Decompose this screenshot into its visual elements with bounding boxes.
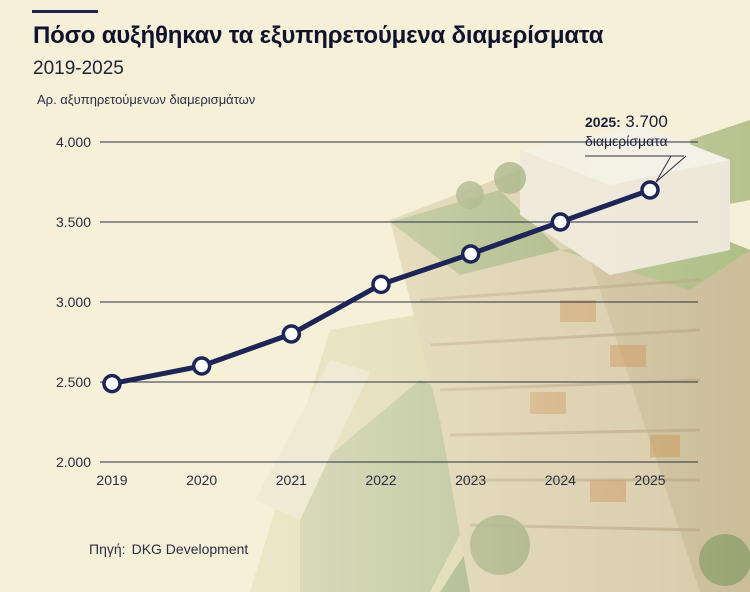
- annotation-unit: διαμερίσματα: [585, 133, 668, 149]
- annotation-year: 2025:: [585, 114, 621, 130]
- source-note: Πηγή: DKG Development: [89, 541, 254, 557]
- x-tick-label: 2020: [186, 472, 217, 488]
- y-tick-label: 2.000: [56, 454, 91, 470]
- x-tick-label: 2024: [545, 472, 576, 488]
- x-tick-label: 2025: [634, 472, 665, 488]
- annotation-value: 3.700: [625, 112, 668, 131]
- x-tick-label: 2021: [276, 472, 307, 488]
- y-tick-label: 3.000: [56, 294, 91, 310]
- data-point: [550, 212, 571, 232]
- data-point: [191, 356, 212, 376]
- data-point: [281, 324, 302, 344]
- x-tick-label: 2022: [365, 472, 396, 488]
- annotation-callout: 2025: 3.700 διαμερίσματα: [585, 113, 685, 148]
- data-point: [371, 274, 391, 295]
- data-point: [640, 180, 660, 200]
- source-name: DKG Development: [131, 541, 249, 557]
- chart-title: Πόσο αυξήθηκαν τα εξυπηρετούμενα διαμερί…: [33, 22, 604, 49]
- y-tick-label: 4.000: [56, 134, 91, 150]
- top-accent-rule: [32, 10, 98, 13]
- annotation-leader: [655, 155, 687, 183]
- y-axis-label: Αρ. αξυπηρετούμενων διαμερισμάτων: [37, 92, 256, 107]
- y-tick-label: 2.500: [56, 374, 91, 390]
- y-tick-label: 3.500: [56, 214, 91, 230]
- x-tick-label: 2019: [96, 472, 127, 488]
- chart-subtitle: 2019-2025: [33, 58, 124, 79]
- data-point: [102, 373, 122, 394]
- data-point: [460, 244, 481, 264]
- x-tick-label: 2023: [455, 472, 486, 488]
- source-label: Πηγή:: [89, 541, 126, 557]
